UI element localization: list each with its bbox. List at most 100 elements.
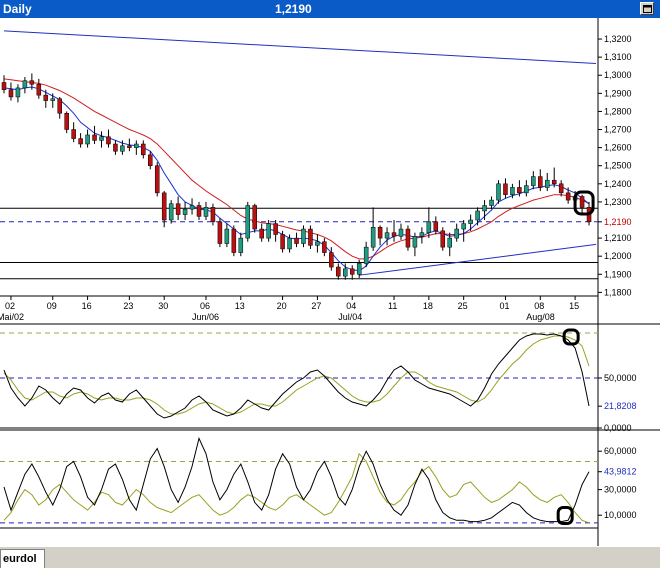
x-axis-day-label: 15	[569, 301, 579, 311]
candle	[377, 225, 383, 246]
candle	[99, 131, 104, 148]
candle	[482, 200, 487, 220]
candle	[252, 203, 257, 233]
candle-body	[161, 192, 167, 221]
candle-body	[154, 165, 160, 194]
x-axis-day-label: 20	[277, 301, 287, 311]
candle	[106, 129, 111, 148]
x-axis-day-label: 06	[200, 301, 210, 311]
candle	[78, 133, 83, 148]
candle	[475, 207, 480, 226]
candle	[273, 220, 278, 242]
candle-body	[524, 185, 529, 194]
maximize-button[interactable]	[640, 2, 654, 15]
candle-body	[370, 226, 376, 248]
oscillator-1-axis-label: 21,8208	[604, 401, 637, 411]
candle-body	[538, 176, 543, 188]
candle-body	[301, 228, 306, 244]
trendline	[359, 243, 597, 276]
candle-body	[579, 196, 585, 208]
x-axis-month-label: Aug/08	[526, 312, 555, 322]
candle	[322, 238, 327, 257]
candle	[384, 227, 390, 246]
candle-body	[71, 129, 76, 139]
window-titlebar: Daily 1,2190	[0, 0, 660, 18]
window-title: Daily	[3, 2, 32, 16]
candle	[266, 220, 271, 242]
candle	[391, 220, 397, 242]
price-panel[interactable]	[0, 30, 598, 280]
window-current-value: 1,2190	[275, 2, 312, 16]
candle-body	[182, 208, 188, 215]
candle	[141, 140, 146, 159]
chart-area[interactable]: 1,3200 1,3100 1,3000 1,2900 1,2800 1,2700 1,26…	[0, 18, 660, 546]
taskbar: eurdol	[0, 546, 660, 568]
candle	[217, 218, 223, 248]
grid-layer	[0, 18, 660, 546]
candle-body	[551, 179, 557, 185]
candle	[231, 225, 237, 257]
candle-body	[475, 210, 480, 221]
candle-body	[517, 187, 522, 194]
candle-body	[210, 207, 216, 223]
candle	[259, 223, 264, 242]
candle	[461, 220, 466, 242]
candle-body	[287, 237, 292, 250]
candle-body	[168, 203, 174, 221]
candle-body	[36, 84, 42, 96]
candle-body	[1, 82, 7, 90]
candle	[370, 207, 376, 251]
oscillator-2-panel[interactable]	[0, 436, 598, 526]
candle-body	[377, 226, 383, 239]
candle-body	[43, 94, 49, 101]
candle-body	[259, 228, 264, 239]
candle-body	[196, 205, 202, 217]
candle	[238, 232, 244, 257]
candle-body	[294, 237, 299, 244]
candle	[544, 172, 550, 192]
oscillator-2-axis-label: 43,9812	[604, 467, 637, 477]
candle-body	[329, 252, 334, 268]
candle	[301, 225, 306, 248]
oscillator-1-axis-label: 0,0000	[604, 423, 632, 433]
candle	[148, 151, 153, 170]
candle	[22, 77, 28, 94]
candle-body	[322, 241, 327, 253]
candle-body	[217, 221, 223, 244]
candle-body	[433, 221, 439, 232]
candle-body	[468, 219, 473, 224]
candle-body	[57, 98, 62, 114]
candle-body	[78, 138, 83, 145]
candle	[203, 201, 209, 220]
candle-body	[405, 228, 411, 248]
candle-body	[363, 246, 369, 264]
oscillator-2-axis-label: 10,0000	[604, 510, 637, 520]
price-axis-label: 1,1900	[604, 269, 632, 279]
oscillator-1-signal-line	[3, 335, 590, 415]
candle	[558, 180, 564, 197]
candle	[168, 200, 174, 224]
candle	[579, 194, 585, 215]
oscillator-2-main-line	[3, 436, 590, 523]
candle	[43, 89, 49, 108]
candle	[224, 223, 230, 248]
price-axis-label: 1,2700	[604, 125, 632, 135]
chart-tab[interactable]: eurdol	[0, 549, 45, 568]
candle-body	[203, 207, 209, 217]
candle-body	[398, 228, 404, 237]
candle-body	[29, 80, 35, 85]
candle	[315, 234, 320, 253]
candle-body	[503, 183, 508, 195]
oscillator-1-panel[interactable]	[0, 328, 598, 419]
candle	[50, 93, 56, 108]
candle	[85, 129, 90, 148]
candle	[287, 234, 292, 253]
candle	[496, 180, 501, 204]
candle	[182, 201, 188, 220]
candle	[92, 125, 97, 144]
oscillator-2-signal-line	[3, 452, 590, 524]
price-axis-label: 1,1800	[604, 287, 632, 297]
candle-body	[280, 234, 285, 250]
candle-body	[120, 145, 125, 152]
candle-body	[127, 145, 132, 148]
